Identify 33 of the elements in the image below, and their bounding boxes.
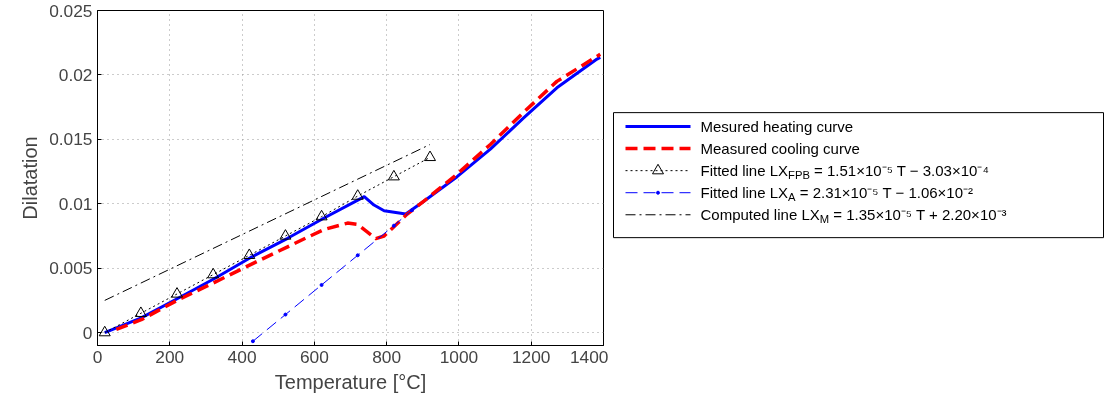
point [171, 287, 184, 298]
x-tick-label: 1200 [511, 346, 551, 367]
x-axis-title: Temperature [°C] [274, 370, 427, 393]
point [250, 339, 255, 344]
x-tick-label: 200 [155, 346, 185, 367]
y-tick-label: 0.005 [49, 258, 93, 279]
legend-label: Measured cooling curve [700, 140, 860, 158]
point [409, 208, 414, 213]
x-tick-label: 1400 [569, 346, 609, 367]
x-tick-label: 400 [227, 346, 257, 367]
x-tick-label: 600 [299, 346, 329, 367]
x-tick-label: 1000 [439, 346, 479, 367]
legend-label: Mesured heating curve [700, 118, 854, 136]
point [424, 150, 437, 162]
point [355, 253, 360, 258]
y-tick-label: 0.015 [49, 129, 93, 150]
y-tick-label: 0 [82, 322, 93, 343]
point [98, 325, 111, 337]
y-tick-label: 0.02 [58, 64, 93, 85]
point [387, 169, 400, 181]
point [391, 223, 396, 228]
y-tick-label: 0.025 [49, 0, 93, 21]
point [279, 229, 292, 240]
x-tick-label: 800 [372, 346, 402, 367]
point [134, 306, 147, 317]
y-axis-title: Dilatation [19, 136, 42, 220]
point [207, 267, 220, 279]
point [319, 282, 324, 287]
point [243, 248, 256, 259]
point [283, 312, 288, 317]
point [351, 189, 364, 200]
point [315, 209, 328, 221]
y-tick-label: 0.01 [58, 193, 93, 214]
